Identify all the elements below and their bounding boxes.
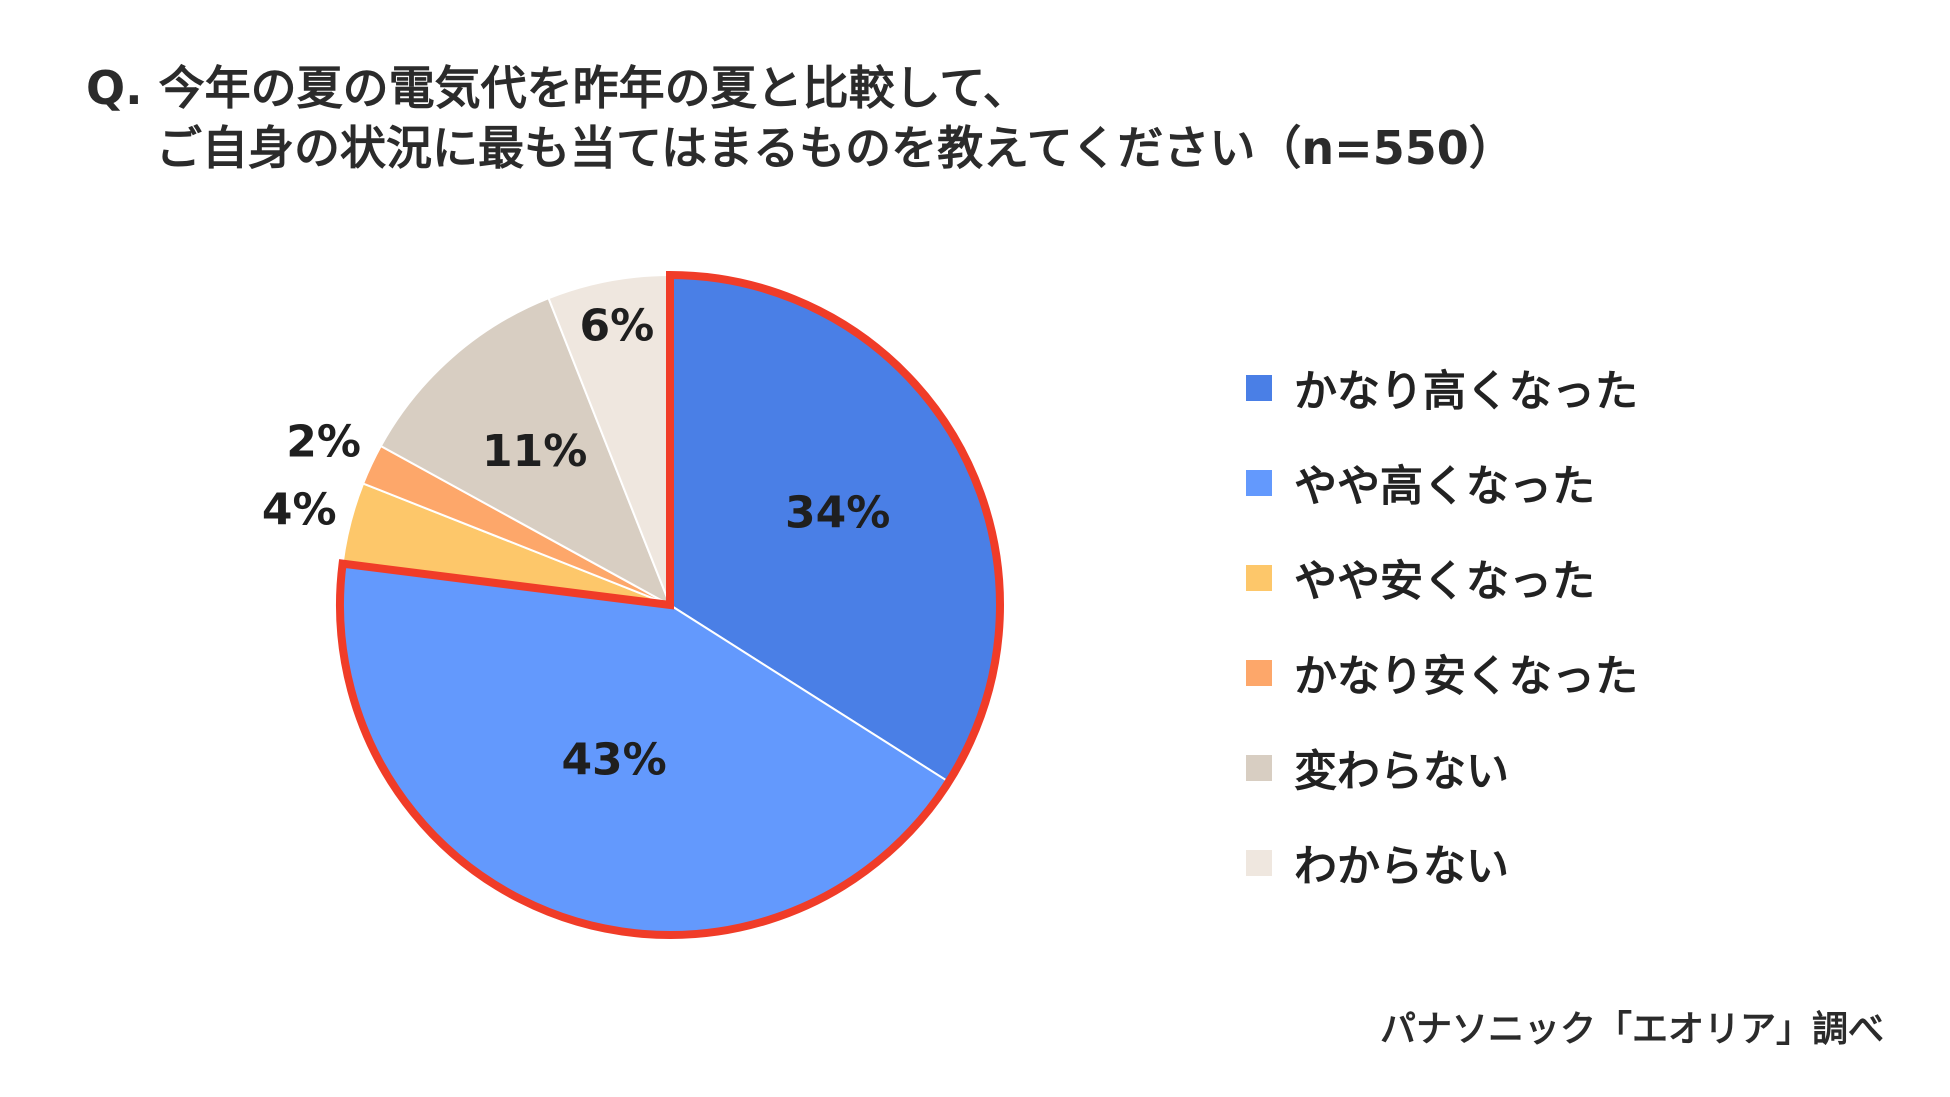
- data-label-5: 11%: [482, 426, 587, 477]
- title-line-1: Q. 今年の夏の電気代を昨年の夏と比較して、: [86, 61, 1029, 115]
- pie-slice-5: [379, 296, 672, 608]
- legend-label: 変わらない: [1294, 746, 1509, 797]
- legend-swatch: [1246, 754, 1272, 781]
- legend-label: やや高くなった: [1294, 461, 1595, 512]
- highlight-outline: [336, 270, 1004, 939]
- legend-label: かなり高くなった: [1294, 366, 1638, 417]
- legend-swatch: [1246, 659, 1272, 686]
- legend-swatch: [1246, 374, 1272, 401]
- legend-label: わからない: [1294, 841, 1509, 892]
- data-label-1: 34%: [785, 487, 890, 538]
- legend-item-6: わからない: [1246, 815, 1638, 910]
- legend-label: かなり安くなった: [1294, 651, 1638, 702]
- legend-label: やや安くなった: [1294, 556, 1595, 607]
- legend-item-3: やや安くなった: [1246, 530, 1638, 625]
- legend-swatch: [1246, 564, 1272, 591]
- legend-swatch: [1246, 469, 1272, 496]
- chart-title: Q. 今年の夏の電気代を昨年の夏と比較して、 ご自身の状況に最も当てはまるものを…: [86, 58, 1786, 178]
- data-label-2: 43%: [561, 735, 666, 786]
- title-line-2: ご自身の状況に最も当てはまるものを教えてください（n=550）: [156, 121, 1515, 175]
- legend-item-4: かなり安くなった: [1246, 625, 1638, 720]
- data-label-3: 4%: [262, 484, 337, 535]
- data-label-4: 2%: [286, 417, 361, 468]
- legend: かなり高くなった やや高くなった やや安くなった かなり安くなった 変わらないわからない: [1246, 340, 1638, 910]
- legend-item-1: かなり高くなった: [1246, 340, 1638, 435]
- legend-swatch: [1246, 849, 1272, 876]
- data-label-6: 6%: [579, 301, 654, 352]
- legend-item-2: やや高くなった: [1246, 435, 1638, 530]
- source-note: パナソニック「エオリア」調べ: [1379, 1009, 1884, 1050]
- legend-item-5: 変わらない: [1246, 720, 1638, 815]
